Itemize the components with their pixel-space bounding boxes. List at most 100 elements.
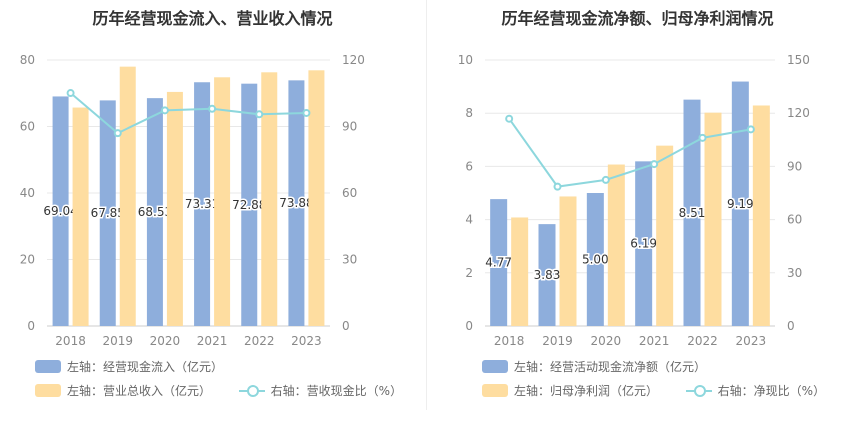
y-right-tick-label: 150 <box>787 53 810 67</box>
bar <box>490 199 508 326</box>
y-right-tick-label: 30 <box>342 253 357 267</box>
chart-plot-cash-inflow: 0 20 40 60 80 0 30 60 90 120 69.04 67.85 68.53 73.31 7… <box>20 53 365 348</box>
bar-data-label: 73.31 <box>185 197 219 211</box>
chart-title: 历年经营现金流净额、归母净利润情况 <box>501 9 774 28</box>
legend-label-net-cash[interactable]: 左轴：经营活动现金流净额（亿元） <box>514 360 707 374</box>
bar <box>52 96 69 326</box>
bar <box>511 217 529 326</box>
bar <box>99 100 116 327</box>
bar <box>656 145 674 326</box>
bar <box>241 83 258 326</box>
bar <box>194 82 211 326</box>
bar <box>166 91 183 326</box>
legend-swatch-cash-inflow[interactable] <box>35 360 61 373</box>
x-tick-label: 2023 <box>736 334 767 348</box>
bar-data-label: 8.51 <box>679 206 706 220</box>
legend-label-cash-inflow[interactable]: 左轴：经营现金流入（亿元） <box>67 360 224 374</box>
bar-data-label: 6.19 <box>630 237 657 251</box>
x-tick-label: 2020 <box>150 334 181 348</box>
chart-panel-cash-inflow: 历年经营现金流入、营业收入情况 0 20 40 60 80 0 30 60 90 120 69.04… <box>20 9 402 400</box>
bar <box>119 66 136 327</box>
legend-row-1: 左轴：经营现金流入（亿元） <box>35 358 223 376</box>
bar-data-label: 4.77 <box>485 256 512 270</box>
bar <box>683 99 701 326</box>
y-left-tick-label: 40 <box>20 186 35 200</box>
bar-data-label: 67.85 <box>91 206 125 220</box>
y-left-tick-label: 6 <box>465 159 473 173</box>
chart-plot-net-cash: 0 2 4 6 8 10 0 30 60 90 120 150 4.77 3.83 5.00 6.19 8.51… <box>458 53 810 348</box>
legend-swatch-net-cash[interactable] <box>482 360 508 373</box>
bar-data-label: 72.88 <box>232 198 266 212</box>
bar <box>731 81 749 327</box>
bar <box>146 98 163 326</box>
y-left-tick-label: 0 <box>465 319 473 333</box>
ratio-point <box>113 129 122 138</box>
ratio-point <box>553 182 562 191</box>
x-tick-label: 2022 <box>244 334 275 348</box>
ratio-point <box>66 89 75 98</box>
x-tick-label: 2019 <box>102 334 133 348</box>
bar <box>538 224 556 326</box>
x-tick-label: 2021 <box>197 334 228 348</box>
bar-data-label: 69.04 <box>43 204 77 218</box>
ratio-line <box>69 92 307 135</box>
legend-label-ratio[interactable]: 右轴：营收现金比（%） <box>270 384 403 398</box>
legend-row-2: 左轴：营业总收入（亿元） 右轴：营收现金比（%） <box>35 382 402 400</box>
y-left-tick-label: 8 <box>465 106 473 120</box>
legend-swatch-ratio[interactable] <box>238 384 265 397</box>
y-left-tick-label: 4 <box>465 213 473 227</box>
bar <box>214 77 231 326</box>
ratio-point <box>601 175 610 184</box>
x-tick-label: 2021 <box>639 334 670 348</box>
bar <box>559 196 577 326</box>
bar-data-label: 5.00 <box>582 253 609 267</box>
y-right-tick-label: 120 <box>342 53 365 67</box>
legend-label-net-profit[interactable]: 左轴：归母净利润（亿元） <box>514 384 659 398</box>
y-right-tick-label: 60 <box>787 213 802 227</box>
bar-data-label: 9.19 <box>727 197 754 211</box>
y-right-tick-label: 90 <box>342 120 357 134</box>
y-left-tick-label: 80 <box>20 53 35 67</box>
ratio-point <box>302 108 311 117</box>
ratio-point <box>650 160 659 169</box>
ratio-point <box>746 125 755 134</box>
legend-swatch-revenue[interactable] <box>35 384 61 397</box>
x-tick-label: 2020 <box>591 334 622 348</box>
y-left-tick-label: 20 <box>20 253 35 267</box>
bar <box>308 70 325 327</box>
bar <box>288 80 305 326</box>
legend-swatch-net-profit[interactable] <box>482 384 508 397</box>
bar <box>752 105 770 327</box>
ratio-point <box>505 114 514 123</box>
bar <box>607 164 625 326</box>
bar <box>586 193 604 326</box>
legend-row-2: 左轴：归母净利润（亿元） 右轴：净现比（%） <box>482 382 825 400</box>
x-tick-label: 2022 <box>687 334 718 348</box>
ratio-point <box>255 110 264 119</box>
y-left-tick-label: 0 <box>27 319 35 333</box>
legend-swatch-net-ratio[interactable] <box>685 384 712 397</box>
legend-label-revenue[interactable]: 左轴：营业总收入（亿元） <box>67 384 212 398</box>
y-left-tick-label: 2 <box>465 266 473 280</box>
bar-data-label: 3.83 <box>534 268 561 282</box>
bar-data-label: 68.53 <box>138 205 172 219</box>
y-right-tick-label: 120 <box>787 106 810 120</box>
y-left-tick-label: 60 <box>20 120 35 134</box>
y-right-tick-label: 90 <box>787 159 802 173</box>
bar <box>261 72 278 327</box>
bar-data-label: 73.88 <box>279 196 313 210</box>
ratio-point <box>160 106 169 115</box>
legend-label-net-ratio[interactable]: 右轴：净现比（%） <box>717 384 826 398</box>
ratio-point <box>698 133 707 142</box>
chart-panel-net-cash: 历年经营现金流净额、归母净利润情况 0 2 4 6 8 10 0 30 60 90 120 150 4.… <box>425 0 850 437</box>
bar <box>72 107 89 326</box>
x-tick-label: 2018 <box>55 334 86 348</box>
ratio-point <box>208 104 217 113</box>
ratio-line <box>508 118 752 188</box>
bar <box>635 161 653 326</box>
x-tick-label: 2023 <box>291 334 322 348</box>
x-tick-label: 2019 <box>542 334 573 348</box>
y-right-tick-label: 30 <box>787 266 802 280</box>
y-right-tick-label: 0 <box>342 319 350 333</box>
legend-row-1: 左轴：经营活动现金流净额（亿元） <box>482 358 706 376</box>
